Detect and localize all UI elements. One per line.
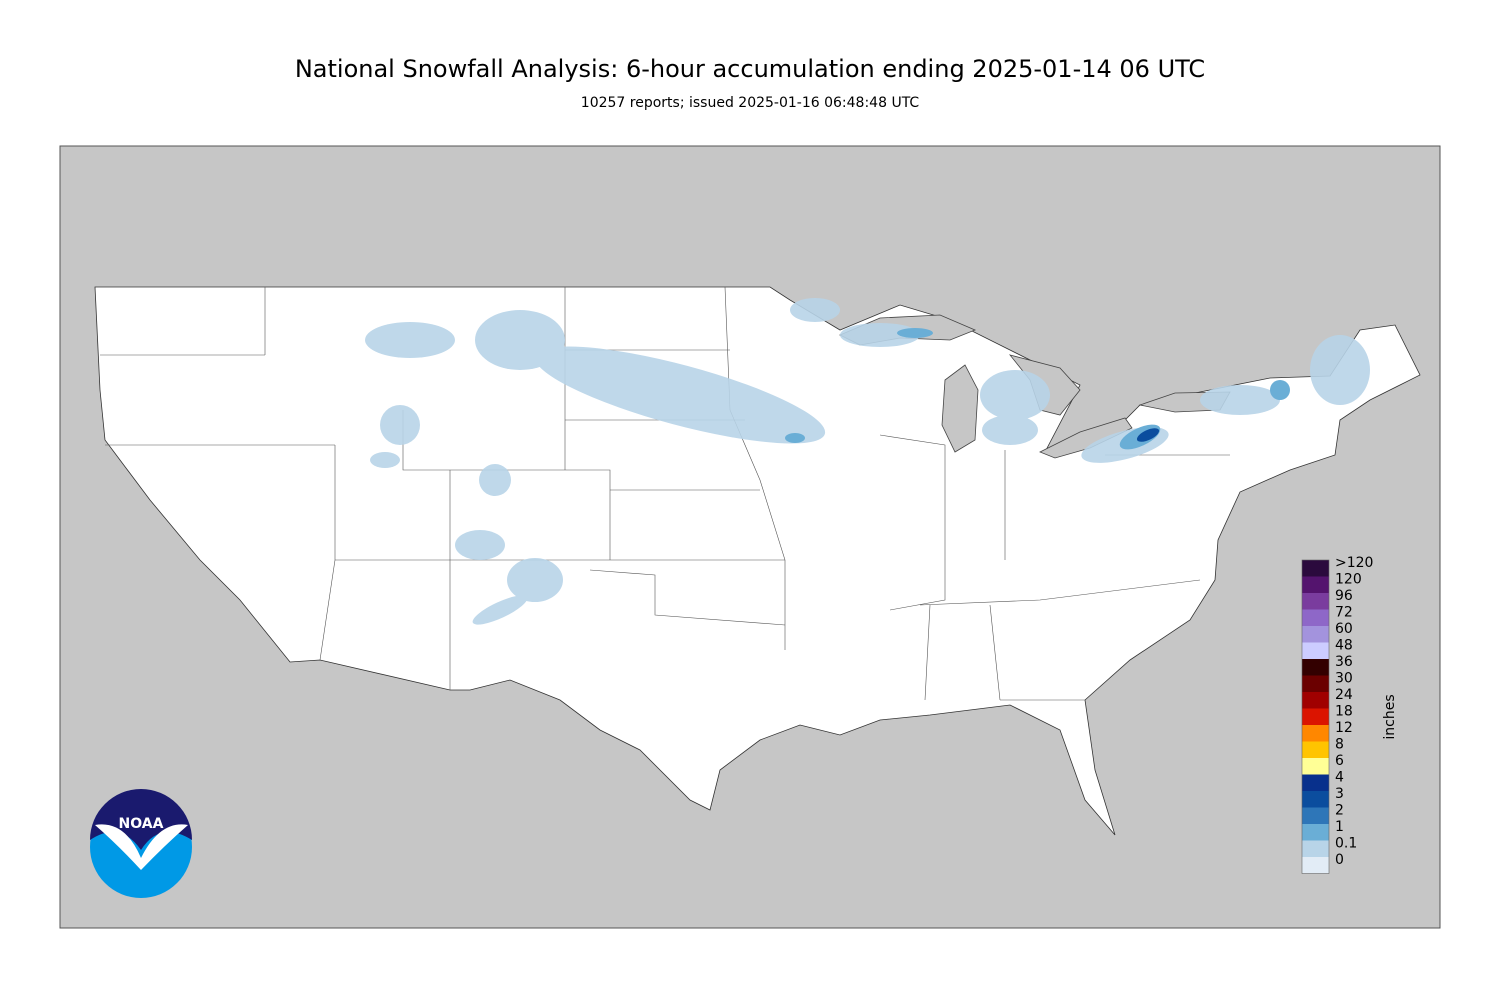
legend-entry: 96 [1335,588,1353,604]
legend-swatch [1302,725,1329,742]
title: National Snowfall Analysis: 6-hour accum… [295,55,1205,83]
legend-entry: 18 [1335,704,1353,720]
legend-entry: 24 [1335,687,1353,703]
legend-swatch [1302,857,1329,874]
legend-entry: 120 [1335,572,1362,588]
legend-label: inches [1382,694,1398,739]
subtitle: 10257 reports; issued 2025-01-16 06:48:4… [581,95,920,111]
legend-entry: 0.1 [1335,836,1357,852]
legend-entry: 8 [1335,737,1344,753]
legend-swatch [1302,609,1329,626]
legend-entry: 60 [1335,621,1353,637]
legend-swatch [1302,791,1329,808]
legend-entry: 1 [1335,819,1344,835]
legend-entry: 3 [1335,786,1344,802]
legend-entry: 36 [1335,654,1353,670]
legend-entry: 48 [1335,638,1353,654]
legend-entry: 30 [1335,671,1353,687]
legend-entry: 0 [1335,852,1344,868]
legend-swatch [1302,560,1329,577]
legend-entry: 6 [1335,753,1344,769]
legend-swatch [1302,840,1329,857]
legend-swatch [1302,774,1329,791]
legend-swatch [1302,626,1329,643]
snowfall-areas [365,298,1370,625]
map [59,145,1441,929]
legend-swatch [1302,758,1329,775]
noaa-logo: NOAA [90,789,192,898]
legend-swatch [1302,692,1329,709]
legend-swatch [1302,807,1329,824]
legend-entry: >120 [1335,555,1373,571]
legend-swatch [1302,642,1329,659]
legend-frame [1301,559,1330,874]
state-lines [100,286,1230,701]
legend-entry: 72 [1335,605,1353,621]
legend-entry: 2 [1335,803,1344,819]
logo-text: NOAA [119,816,164,832]
legend-swatch [1302,659,1329,676]
legend-swatch [1302,708,1329,725]
legend-entry: 4 [1335,770,1344,786]
legend: inches >1201209672604836302418128643210.… [1301,555,1398,874]
legend-entry: 12 [1335,720,1353,736]
legend-swatch [1302,824,1329,841]
legend-swatch [1302,741,1329,758]
legend-swatch [1302,675,1329,692]
legend-swatch [1302,593,1329,610]
legend-swatch [1302,576,1329,593]
